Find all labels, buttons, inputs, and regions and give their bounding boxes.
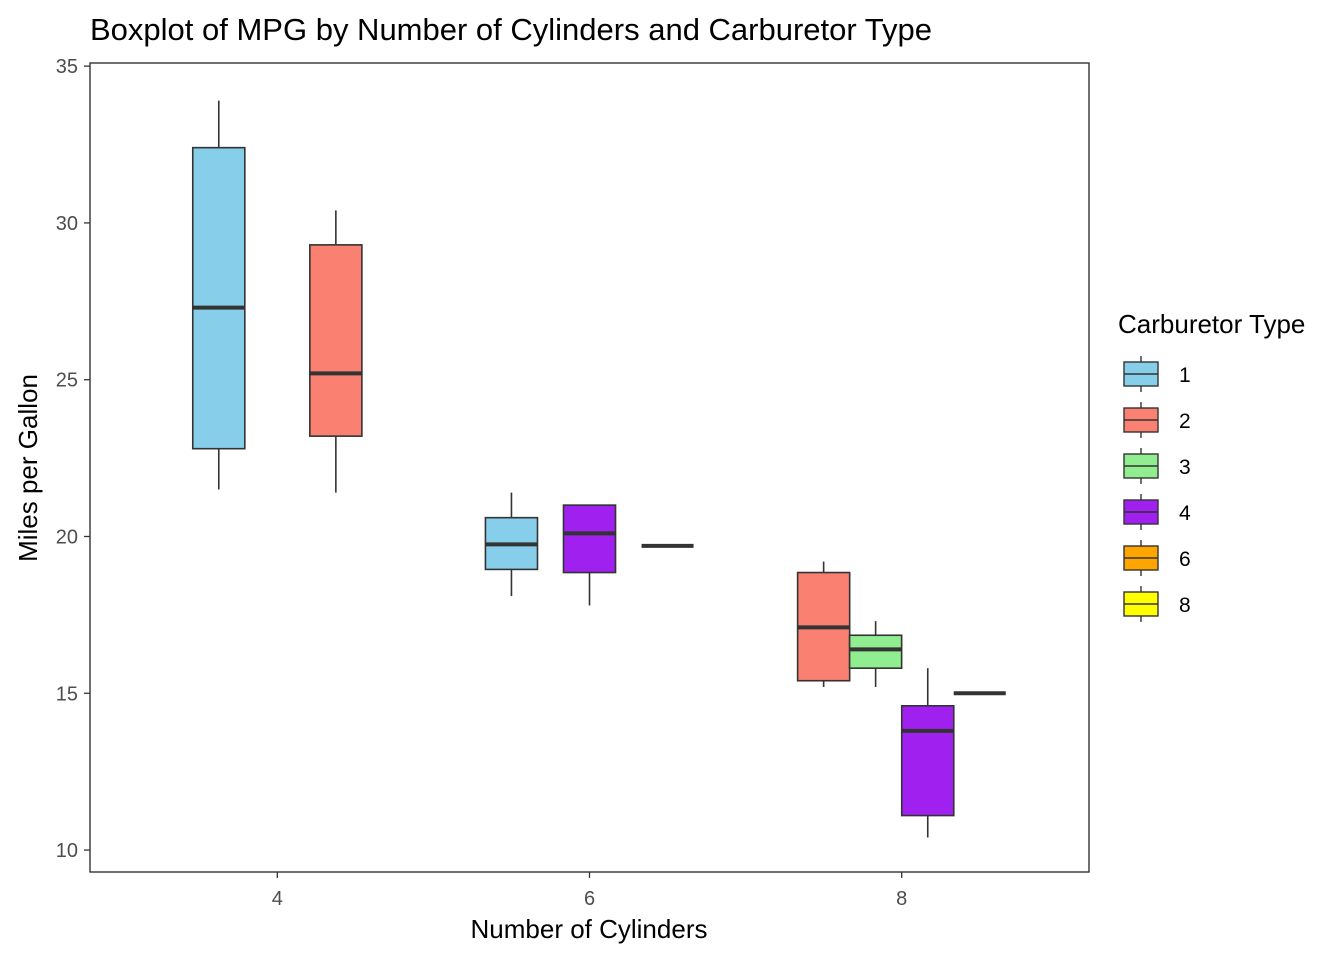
y-tick-label: 10: [56, 840, 78, 862]
x-tick-label: 4: [272, 888, 283, 910]
plot-area: 10 15 20 25 30 35 4 6 8: [56, 56, 1090, 910]
legend-item-carb-2: 2: [1123, 402, 1191, 438]
legend-item-carb-6: 6: [1123, 540, 1191, 576]
x-tick-label: 6: [584, 888, 595, 910]
box-cyl8-carb4: [900, 668, 955, 838]
box-body: [562, 504, 617, 574]
box-cyl6-carb4: [562, 504, 617, 606]
box-cyl4-carb2: [309, 210, 363, 493]
y-tick-label: 20: [56, 526, 78, 548]
y-tick-label: 15: [56, 683, 78, 705]
box-body: [191, 146, 246, 450]
legend-item-carb-8: 8: [1123, 586, 1191, 622]
legend-label: 8: [1179, 594, 1191, 617]
legend-label: 1: [1179, 364, 1191, 387]
legend-item-carb-3: 3: [1123, 448, 1191, 484]
legend-item-carb-4: 4: [1123, 494, 1191, 530]
legend: 1 2 3 4 6 8: [1123, 356, 1191, 622]
box-cyl8-carb2: [796, 561, 851, 687]
box-body: [848, 634, 903, 669]
box-cyl6-carb1: [484, 492, 539, 597]
y-tick-label: 35: [56, 56, 78, 78]
legend-label: 6: [1179, 548, 1191, 571]
y-tick-label: 25: [56, 370, 78, 392]
box-body: [309, 244, 363, 437]
legend-label: 2: [1179, 410, 1191, 433]
x-tick-label: 8: [896, 888, 907, 910]
x-axis-title: Number of Cylinders: [471, 914, 708, 944]
legend-label: 3: [1179, 456, 1191, 479]
legend-item-carb-1: 1: [1123, 356, 1191, 392]
box-cyl4-carb1: [191, 100, 246, 490]
chart-title: Boxplot of MPG by Number of Cylinders an…: [90, 12, 932, 47]
box-body: [900, 705, 955, 817]
legend-label: 4: [1179, 502, 1191, 525]
box-cyl8-carb3: [848, 621, 903, 687]
legend-title: Carburetor Type: [1118, 309, 1305, 339]
y-tick-label: 30: [56, 213, 78, 235]
y-axis-title: Miles per Gallon: [13, 374, 43, 562]
